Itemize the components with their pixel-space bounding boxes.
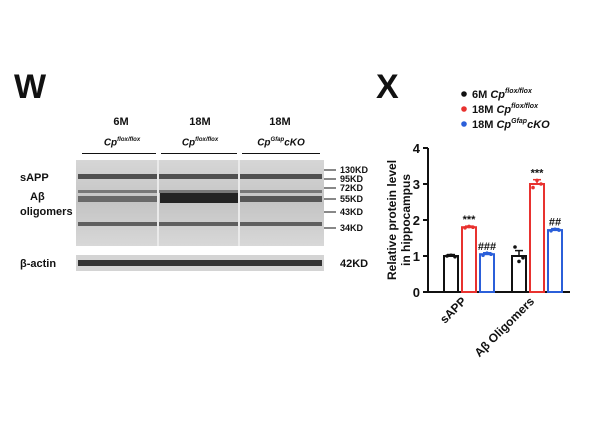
group-2-genotype: Cpflox/flox [181,137,219,149]
bar-1-1 [529,183,545,293]
legend-age-2: 18M [472,119,496,131]
legend-sup-0: flox/flox [505,88,533,95]
point-0-1-0 [463,226,467,230]
legend-age-1: 18M [472,104,496,116]
point-0-0-1 [449,253,453,258]
y-axis-label-line2: in hippocampus [399,174,413,266]
legend-gene-1: Cp [496,104,511,116]
legend-marker-0 [461,91,467,97]
mw-130: 130KD [340,165,369,175]
mw-34: 34KD [340,223,364,233]
band-label-sapp: sAPP [20,172,49,184]
point-1-1-0 [531,185,535,190]
point-1-0-0 [513,245,517,249]
bar-0-2 [479,253,495,293]
y-axis-label-line1: Relative protein level [385,160,399,280]
group-1-genotype: Cpflox/flox [103,137,141,149]
point-1-2-1 [553,227,557,232]
point-0-2-0 [481,253,485,258]
western-blot-actin [76,255,324,271]
bar-0-0 [443,255,459,293]
group-3-age: 18M [269,116,291,128]
legend-sup-2: Gfap [511,118,528,125]
group-1-age: 6M [113,116,129,128]
group-2-age: 18M [189,116,211,128]
legend-label-0: 6M Cpflox/flox [472,88,533,101]
band-label-abeta: Aβ [30,191,45,203]
y-tick-label-1: 1 [413,249,420,264]
point-0-0-2 [453,254,457,259]
group-1-underline [82,153,156,154]
x-category-label-1: Aβ Oligomers [472,294,538,360]
point-1-0-1 [517,259,521,264]
group-2-underline [161,153,237,154]
legend-label-1: 18M Cpflox/flox [472,103,539,116]
legend-sup-1: flox/flox [511,103,539,110]
mw-72: 72KD [340,183,364,193]
point-1-0-2 [521,256,525,260]
mw-55: 55KD [340,194,364,204]
group-3-genotype: CpGfapcKO [257,137,305,149]
legend-marker-1 [461,106,467,112]
point-0-2-1 [485,251,489,255]
point-0-0-0 [445,254,449,258]
y-tick-label-3: 3 [413,177,420,192]
y-tick-label-4: 4 [413,141,421,156]
legend-gene-0: Cp [490,89,505,101]
legend-label-2: 18M CpGfapcKO [472,118,550,131]
sig-1-1: *** [531,168,545,180]
y-tick-label-0: 0 [413,285,420,300]
mw-actin-42: 42KD [340,258,369,270]
point-0-1-1 [467,224,471,229]
group-3-underline [242,153,320,154]
x-category-label-0: sAPP [437,294,469,326]
legend-gene-2: Cp [496,119,511,131]
point-0-1-2 [471,225,475,229]
sig-0-2: ### [478,241,496,253]
panel-w-letter: W [14,68,47,106]
point-0-2-2 [489,252,493,256]
mw-marker-ticks [324,169,336,229]
mw-95: 95KD [340,174,364,184]
band-label-oligomers: oligomers [20,206,73,218]
legend-age-0: 6M [472,89,490,101]
point-1-1-1 [535,178,539,183]
mw-43: 43KD [340,207,364,217]
y-tick-label-2: 2 [413,213,420,228]
point-1-1-2 [539,182,543,186]
bar-0-1 [461,226,477,293]
legend-suffix-2: cKO [527,119,550,131]
western-blot-main [76,160,324,246]
sig-1-2: ## [549,217,561,229]
band-label-actin: β-actin [20,258,57,270]
panel-x-letter: X [376,68,399,106]
bar-1-2 [547,229,563,293]
point-1-2-0 [549,229,553,233]
point-1-2-2 [557,228,561,232]
sig-0-1: *** [463,214,477,226]
bar-chart: 0 1 2 3 4 Relative protein level in hippocampu… [385,88,570,360]
legend-marker-2 [461,121,467,127]
